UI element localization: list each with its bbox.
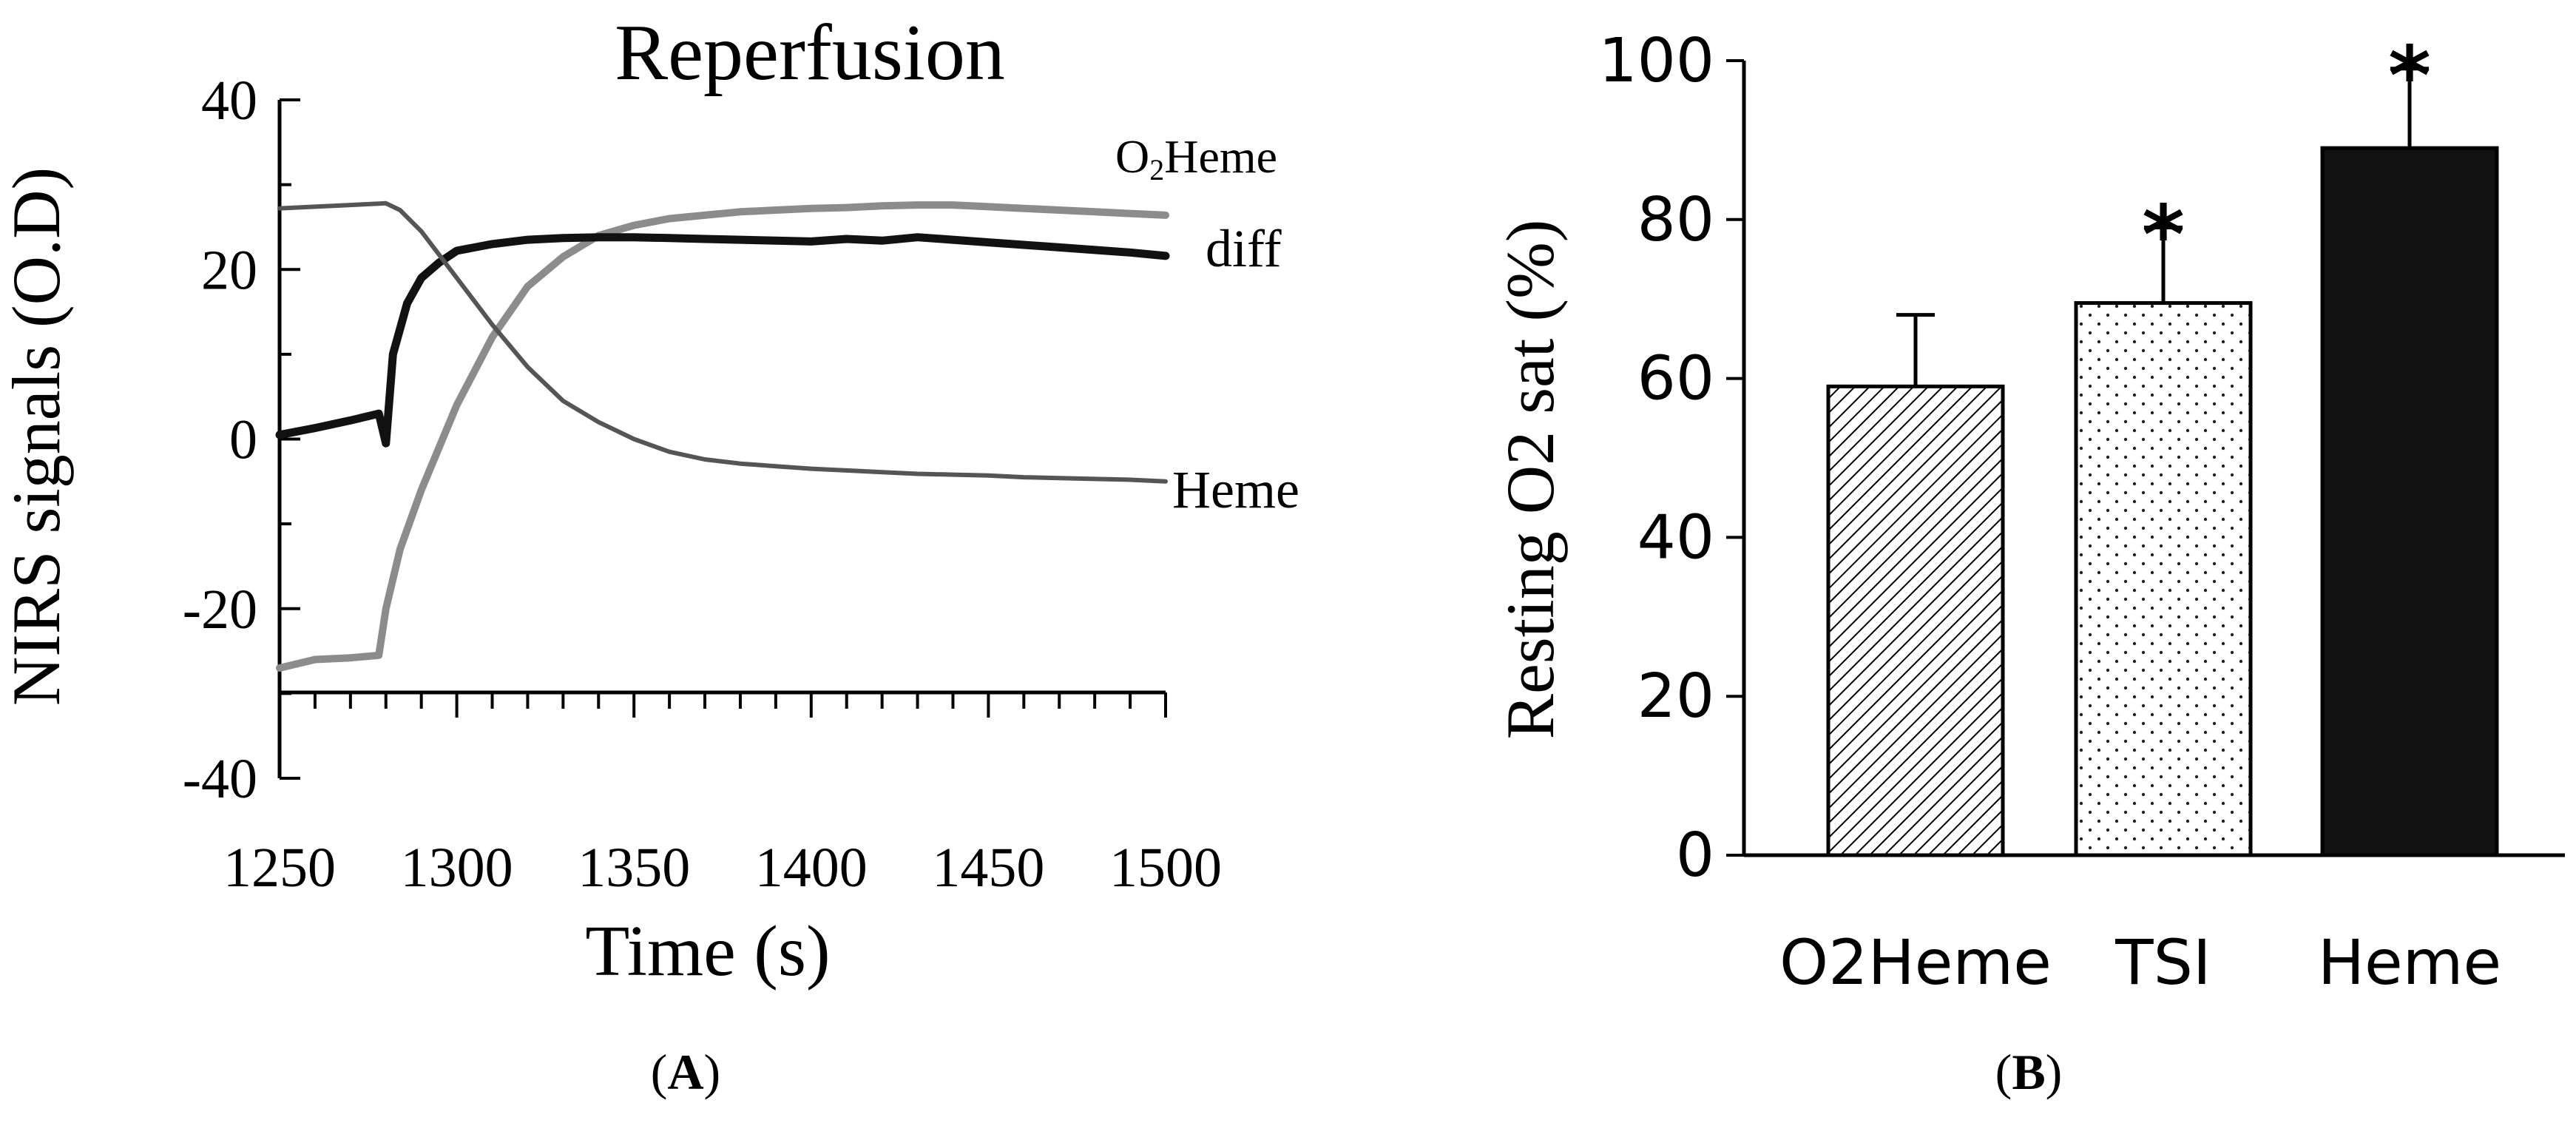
panel-a-letter: A — [667, 1044, 703, 1100]
x-tick-label: 1400 — [755, 837, 868, 899]
o2-prefix: O — [1115, 130, 1149, 183]
y-tick-labels: 0 20 40 60 80 100 — [1598, 26, 1714, 891]
o2heme-suffix: Heme — [1164, 130, 1277, 183]
y-tick-label: 60 — [1637, 344, 1714, 414]
y-tick-label: 20 — [1637, 661, 1714, 732]
panel-a-close-paren: ) — [704, 1044, 721, 1100]
x-tick-label: 1300 — [401, 837, 513, 899]
x-tick-label: 1500 — [1109, 837, 1222, 899]
y-tick-label: 20 — [201, 239, 257, 301]
significance-marker-heme: * — [2388, 29, 2431, 124]
series-label-o2heme: O2Heme — [1115, 130, 1277, 186]
y-axis-label: NIRS signals (O.D) — [0, 167, 74, 706]
y-tick-label: 40 — [201, 70, 257, 132]
y-tick-label: 40 — [1637, 502, 1714, 573]
category-label-tsi: TSI — [2114, 926, 2211, 999]
axes — [277, 98, 1167, 780]
x-tick-labels: 1250 1300 1350 1400 1450 1500 — [223, 837, 1222, 899]
significance-marker-tsi: * — [2142, 188, 2185, 283]
panel-b-open-paren: ( — [1995, 1044, 2012, 1100]
y-tick-label: 0 — [229, 409, 257, 471]
data-lines — [275, 200, 1170, 672]
panel-b-label: (B) — [1995, 1044, 2063, 1100]
o2-subscript: 2 — [1149, 153, 1164, 186]
panel-a-line-chart: Reperfusion 40 20 0 -20 -40 1250 1300 1350 1400… — [0, 9, 1299, 991]
series-line-heme — [277, 200, 1168, 484]
series-line-o2heme — [276, 201, 1169, 672]
bar-heme — [2320, 146, 2499, 857]
series-label-heme: Heme — [1172, 460, 1299, 519]
x-tick-label: 1350 — [578, 837, 690, 899]
x-axis-label: Time (s) — [585, 911, 830, 991]
y-tick-labels: 40 20 0 -20 -40 — [183, 70, 257, 810]
panel-a-open-paren: ( — [651, 1044, 668, 1100]
x-tick-label: 1250 — [223, 837, 336, 899]
series-label-diff: diff — [1206, 219, 1282, 278]
x-tick-label: 1450 — [932, 837, 1044, 899]
x-category-labels: O2Heme TSI Heme — [1779, 926, 2501, 999]
y-tick-label: 100 — [1598, 26, 1714, 96]
y-tick-label: -20 — [183, 579, 257, 641]
series-line-diff — [275, 233, 1170, 448]
y-tick-label: 0 — [1676, 820, 1714, 891]
panel-b-letter: B — [2012, 1044, 2045, 1100]
panel-a-label: (A) — [651, 1044, 720, 1100]
y-tick-label: -40 — [183, 748, 257, 810]
bar-tsi — [2074, 301, 2253, 857]
y-axis-label: Resting O2 sat (%) — [1492, 220, 1568, 740]
chart-title: Reperfusion — [615, 9, 1005, 97]
category-label-o2heme: O2Heme — [1779, 926, 2052, 999]
y-tick-label: 80 — [1637, 185, 1714, 255]
category-label-heme: Heme — [2318, 926, 2501, 999]
bar-o2heme — [1826, 384, 2005, 857]
panel-b-close-paren: ) — [2046, 1044, 2063, 1100]
bars: ** — [1826, 29, 2499, 857]
